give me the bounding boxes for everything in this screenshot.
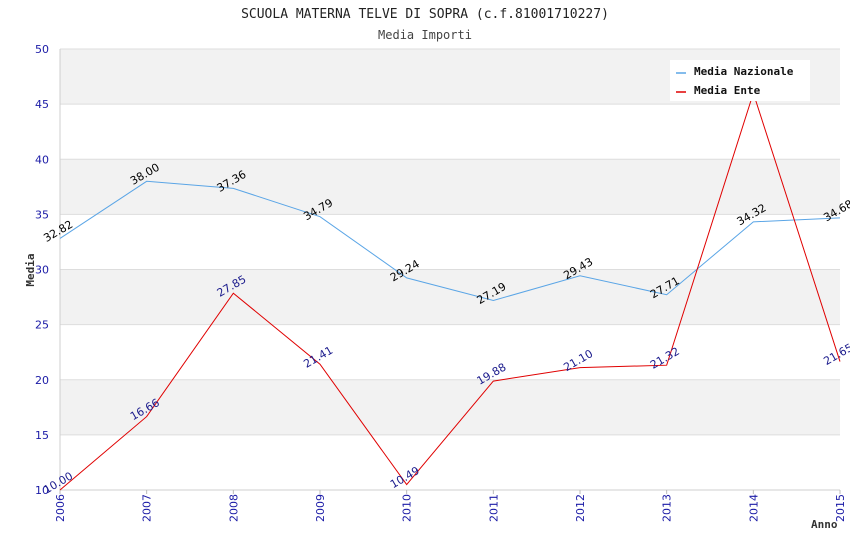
x-tick-label: 2006 bbox=[54, 494, 67, 522]
x-axis-label: Anno bbox=[811, 518, 838, 531]
x-tick-label: 2014 bbox=[747, 494, 760, 522]
y-tick-label: 50 bbox=[35, 43, 49, 56]
plot-band bbox=[60, 434, 840, 490]
x-tick-label: 2015 bbox=[834, 494, 847, 522]
legend-box bbox=[670, 60, 810, 101]
plot-band bbox=[60, 214, 840, 270]
x-tick-label: 2007 bbox=[141, 494, 154, 522]
plot-band bbox=[60, 104, 840, 160]
y-tick-label: 20 bbox=[35, 374, 49, 387]
y-tick-label: 30 bbox=[35, 264, 49, 277]
y-tick-label: 45 bbox=[35, 98, 49, 111]
y-tick-labels: 10 15 20 25 30 35 40 45 50 bbox=[35, 43, 49, 497]
chart-title: SCUOLA MATERNA TELVE DI SOPRA (c.f.81001… bbox=[241, 7, 609, 22]
plot-bands bbox=[60, 49, 840, 490]
x-tick-label: 2008 bbox=[227, 494, 240, 522]
series-line-media-nazionale bbox=[59, 180, 841, 301]
plot-band bbox=[60, 159, 840, 215]
x-tick-label: 2013 bbox=[661, 494, 674, 522]
y-tick-label: 25 bbox=[35, 319, 49, 332]
legend-label-media-nazionale: Media Nazionale bbox=[694, 65, 794, 78]
y-axis-label: Media bbox=[24, 253, 37, 286]
axes bbox=[59, 49, 841, 494]
y-tick-label: 15 bbox=[35, 429, 49, 442]
x-tick-label: 2012 bbox=[574, 494, 587, 522]
legend-label-media-ente: Media Ente bbox=[694, 84, 761, 97]
x-tick-label: 2010 bbox=[401, 494, 414, 522]
legend: Media Nazionale Media Ente bbox=[670, 60, 810, 101]
data-label-media-ente: 10.00 bbox=[41, 469, 75, 496]
y-tick-label: 10 bbox=[35, 484, 49, 497]
plot-band bbox=[60, 379, 840, 435]
x-tick-labels: 2006 2007 2008 2009 2010 2011 2012 2013 2014 2015 bbox=[54, 494, 847, 522]
y-tick-label: 40 bbox=[35, 153, 49, 166]
chart-subtitle: Media Importi bbox=[378, 28, 472, 42]
plot-band bbox=[60, 324, 840, 380]
plot-band bbox=[60, 269, 840, 325]
x-tick-label: 2009 bbox=[314, 494, 327, 522]
series-lines bbox=[59, 91, 841, 491]
series-line-media-ente bbox=[59, 91, 841, 491]
x-tick-label: 2011 bbox=[487, 494, 500, 522]
y-tick-label: 35 bbox=[35, 208, 49, 221]
